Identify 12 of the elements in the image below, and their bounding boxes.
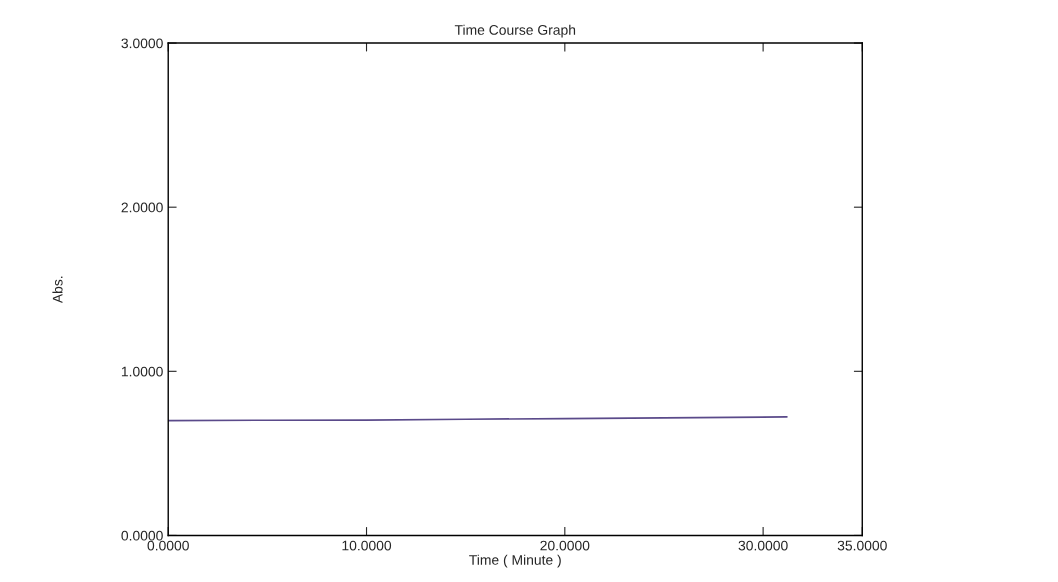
chart-title: Time Course Graph — [454, 24, 576, 38]
x-tick-label: 30.0000 — [738, 540, 788, 551]
x-tick-label: 0.0000 — [147, 540, 189, 551]
x-axis-title: Time ( Minute ) — [469, 554, 561, 568]
y-tick-label: 1.0000 — [121, 366, 163, 377]
x-tick-label: 35.0000 — [837, 540, 887, 551]
y-tick-label: 0.0000 — [121, 530, 163, 541]
y-axis-title: Abs. — [52, 276, 63, 304]
y-tick-label: 2.0000 — [121, 202, 163, 213]
y-tick-label: 3.0000 — [121, 38, 163, 49]
x-tick-label: 10.0000 — [342, 540, 392, 551]
x-tick-label: 20.0000 — [540, 540, 590, 551]
